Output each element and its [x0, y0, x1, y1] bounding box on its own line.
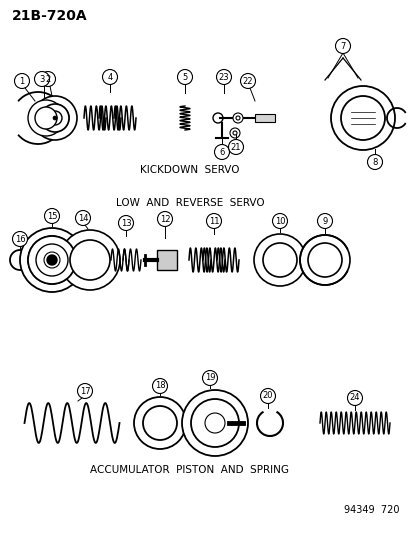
Circle shape	[44, 208, 59, 223]
Text: 4: 4	[107, 72, 112, 82]
Circle shape	[28, 100, 64, 136]
Text: 15: 15	[47, 212, 57, 221]
Text: 1: 1	[19, 77, 24, 85]
Circle shape	[228, 140, 243, 155]
Text: 8: 8	[371, 157, 377, 166]
Circle shape	[36, 244, 68, 276]
Text: 5: 5	[182, 72, 187, 82]
Circle shape	[260, 389, 275, 403]
Circle shape	[47, 255, 57, 265]
Text: 22: 22	[242, 77, 253, 85]
Text: 19: 19	[204, 374, 215, 383]
Circle shape	[48, 111, 62, 125]
Circle shape	[77, 384, 92, 399]
Text: 6: 6	[219, 148, 224, 157]
Circle shape	[36, 244, 68, 276]
Circle shape	[272, 214, 287, 229]
Circle shape	[41, 104, 69, 132]
Circle shape	[299, 235, 349, 285]
Circle shape	[40, 71, 55, 86]
Circle shape	[347, 391, 362, 406]
Text: 9: 9	[322, 216, 327, 225]
Circle shape	[53, 116, 57, 120]
Text: 16: 16	[14, 235, 25, 244]
Circle shape	[190, 399, 238, 447]
Circle shape	[233, 131, 236, 135]
Circle shape	[177, 69, 192, 85]
Circle shape	[254, 234, 305, 286]
Circle shape	[367, 155, 382, 169]
Text: 10: 10	[274, 216, 285, 225]
Circle shape	[216, 69, 231, 85]
Circle shape	[118, 215, 133, 230]
Text: 11: 11	[208, 216, 219, 225]
Text: 21: 21	[230, 142, 241, 151]
Circle shape	[41, 104, 69, 132]
Circle shape	[102, 69, 117, 85]
Text: ACCUMULATOR  PISTON  AND  SPRING: ACCUMULATOR PISTON AND SPRING	[90, 465, 289, 475]
Circle shape	[60, 230, 120, 290]
Circle shape	[28, 236, 76, 284]
Circle shape	[134, 397, 185, 449]
Text: 23: 23	[218, 72, 229, 82]
Circle shape	[75, 211, 90, 225]
Text: 24: 24	[349, 393, 359, 402]
Circle shape	[48, 111, 62, 125]
Circle shape	[12, 231, 27, 246]
Circle shape	[202, 370, 217, 385]
Circle shape	[317, 214, 332, 229]
Circle shape	[335, 38, 350, 53]
Bar	[254, 114, 274, 122]
Text: 2: 2	[45, 75, 50, 84]
Text: LOW  AND  REVERSE  SERVO: LOW AND REVERSE SERVO	[115, 198, 263, 208]
Circle shape	[235, 116, 240, 120]
Text: KICKDOWN  SERVO: KICKDOWN SERVO	[140, 165, 239, 175]
Circle shape	[262, 243, 296, 277]
Circle shape	[34, 71, 50, 86]
Circle shape	[70, 240, 110, 280]
Circle shape	[35, 107, 57, 129]
Text: 94349  720: 94349 720	[344, 505, 399, 515]
Circle shape	[330, 86, 394, 150]
Bar	[201, 407, 228, 439]
Circle shape	[33, 96, 77, 140]
Text: 3: 3	[39, 75, 45, 84]
Circle shape	[230, 128, 240, 138]
Circle shape	[307, 243, 341, 277]
Text: 14: 14	[78, 214, 88, 222]
Text: 17: 17	[79, 386, 90, 395]
Circle shape	[44, 252, 60, 268]
Text: 21B-720A: 21B-720A	[12, 9, 88, 23]
Bar	[157, 250, 177, 270]
Circle shape	[14, 74, 29, 88]
Circle shape	[233, 113, 242, 123]
Text: 7: 7	[339, 42, 345, 51]
Bar	[350, 100, 374, 136]
Circle shape	[214, 144, 229, 159]
Circle shape	[204, 413, 224, 433]
Text: 18: 18	[154, 382, 165, 391]
Text: 12: 12	[159, 214, 170, 223]
Circle shape	[28, 236, 76, 284]
Circle shape	[152, 378, 167, 393]
Text: 20: 20	[262, 392, 273, 400]
Circle shape	[340, 96, 384, 140]
Circle shape	[53, 116, 57, 120]
Circle shape	[20, 228, 84, 292]
Circle shape	[142, 406, 177, 440]
Circle shape	[182, 390, 247, 456]
Circle shape	[206, 214, 221, 229]
Text: 13: 13	[121, 219, 131, 228]
Circle shape	[240, 74, 255, 88]
Circle shape	[157, 212, 172, 227]
